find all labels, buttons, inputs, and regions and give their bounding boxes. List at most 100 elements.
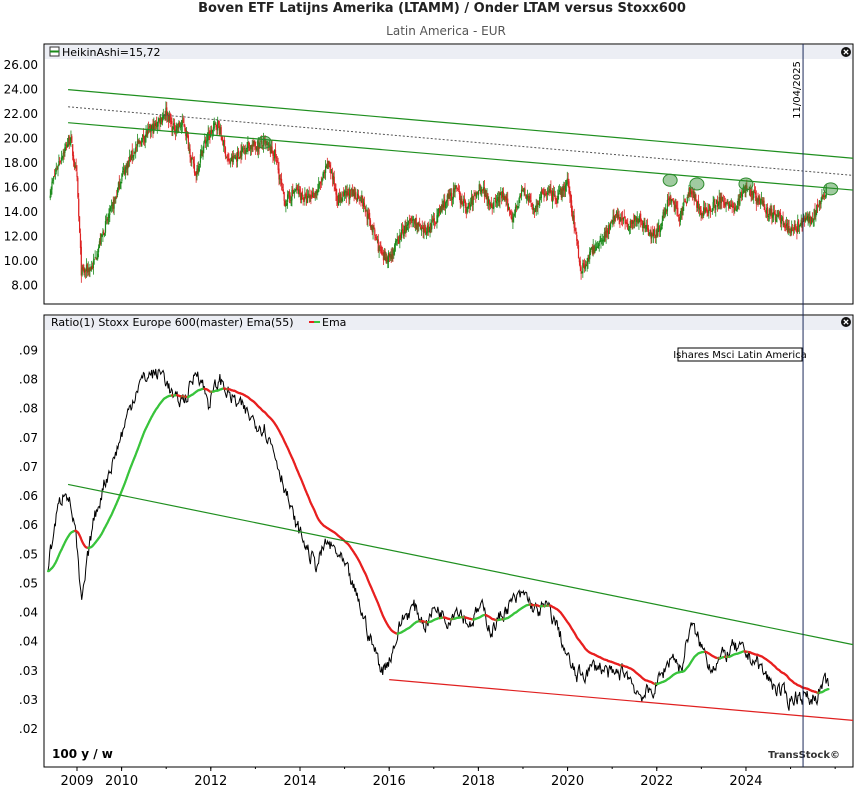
candle-body xyxy=(736,205,738,210)
candle-body xyxy=(341,198,343,202)
candle-body xyxy=(206,139,208,142)
candle-body xyxy=(362,201,365,207)
ema-legend: Ema xyxy=(322,316,346,329)
candle-body xyxy=(419,226,422,230)
candle-body xyxy=(107,218,109,221)
candle-body xyxy=(530,200,532,202)
candle-body xyxy=(157,121,159,127)
candle-body xyxy=(615,211,618,215)
candle-body xyxy=(259,142,261,148)
candle-body xyxy=(382,252,385,261)
candle-body xyxy=(148,126,151,128)
candle-body xyxy=(97,247,100,253)
candle-body xyxy=(823,195,826,198)
candle-body xyxy=(91,266,93,270)
candle-body xyxy=(696,199,698,208)
candle-body xyxy=(589,251,591,260)
candle-body xyxy=(649,229,651,232)
candle-body xyxy=(586,264,588,267)
candle-body xyxy=(448,193,450,199)
candle-body xyxy=(70,137,72,141)
candle-body xyxy=(380,246,382,254)
candle-body xyxy=(555,199,557,201)
candle-body xyxy=(539,196,541,206)
candle-body xyxy=(585,264,587,267)
close-panel-button[interactable] xyxy=(841,317,851,327)
candle-body xyxy=(749,187,751,197)
candle-body xyxy=(592,246,594,254)
candle-body xyxy=(92,260,95,268)
candle-body xyxy=(680,208,682,218)
ratio-y-tick-label: .09 xyxy=(19,343,38,357)
candle-body xyxy=(809,216,811,222)
candle-body xyxy=(123,169,126,175)
candle-body xyxy=(455,185,457,188)
candle-body xyxy=(272,152,274,156)
candle-body xyxy=(593,246,595,254)
candle-body xyxy=(762,201,764,205)
candle-body xyxy=(457,189,460,190)
candle-body xyxy=(441,204,443,212)
candle-body xyxy=(567,178,569,183)
candle-body xyxy=(287,194,289,202)
candle-body xyxy=(334,187,336,190)
candle-body xyxy=(440,207,442,211)
candle-body xyxy=(732,205,734,208)
candle-body xyxy=(407,220,410,225)
candle-body xyxy=(757,199,759,203)
candle-body xyxy=(469,203,471,207)
candle-body xyxy=(779,212,782,223)
candle-body xyxy=(162,115,164,119)
candle-body xyxy=(626,223,628,224)
candle-body xyxy=(481,190,483,191)
ratio-y-tick-label: .07 xyxy=(19,431,38,445)
candle-body xyxy=(488,198,490,205)
candle-body xyxy=(712,202,714,210)
candle-body xyxy=(233,157,235,159)
candle-body xyxy=(200,149,202,155)
price-y-tick-label: 8.00 xyxy=(11,279,38,293)
candle-body xyxy=(160,117,163,122)
candle-body xyxy=(752,192,754,199)
candle-body xyxy=(296,187,298,190)
candle-body xyxy=(364,207,366,213)
candle-body xyxy=(703,207,705,216)
candle-body xyxy=(80,246,82,276)
candle-body xyxy=(709,205,711,208)
close-panel-button[interactable] xyxy=(841,47,851,57)
candle-body xyxy=(670,196,672,201)
candle-body xyxy=(303,198,305,200)
ratio-y-tick-label: .08 xyxy=(19,402,38,416)
candle-body xyxy=(639,214,641,220)
candle-body xyxy=(76,172,78,178)
candle-body xyxy=(510,214,512,219)
candle-body xyxy=(309,195,311,198)
candle-body xyxy=(596,246,599,248)
candle-body xyxy=(179,123,181,127)
candle-body xyxy=(579,260,581,268)
candle-body xyxy=(410,218,412,221)
candle-body xyxy=(432,218,434,220)
candle-body xyxy=(290,200,292,201)
candle-body xyxy=(620,218,622,221)
candle-body xyxy=(642,225,644,229)
candle-body xyxy=(565,182,568,186)
candle-body xyxy=(248,142,250,147)
candle-body xyxy=(240,151,242,158)
candle-body xyxy=(205,139,207,144)
candle-body xyxy=(434,223,436,225)
candle-body xyxy=(370,225,372,228)
candle-body xyxy=(58,160,60,166)
candle-body xyxy=(57,166,59,170)
candle-body xyxy=(785,223,788,227)
candle-body xyxy=(326,164,328,169)
candle-body xyxy=(686,196,688,203)
candle-body xyxy=(153,123,155,133)
touch-marker xyxy=(662,173,678,187)
candle-body xyxy=(494,198,496,200)
candle-body xyxy=(146,131,148,136)
candle-body xyxy=(584,264,587,269)
candle-body xyxy=(335,187,337,195)
price-y-tick-label: 22.00 xyxy=(4,107,38,121)
